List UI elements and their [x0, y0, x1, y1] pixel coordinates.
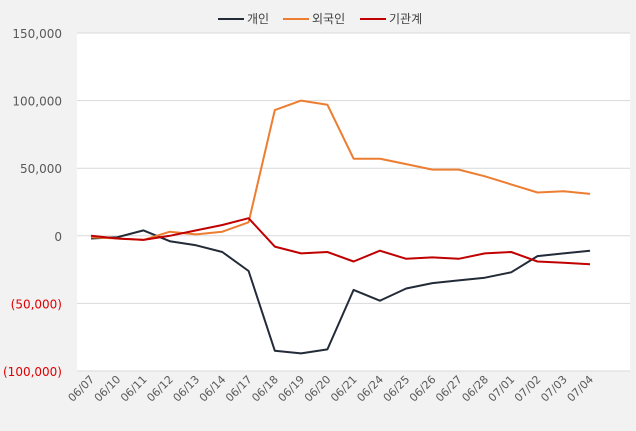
- legend: 개인 외국인 기관계: [218, 12, 422, 26]
- y-tick-label: 50,000: [20, 162, 62, 176]
- x-tick-label: 06/26: [407, 373, 439, 405]
- x-tick-label: 06/13: [171, 373, 203, 405]
- x-tick-label: 06/14: [197, 373, 229, 405]
- x-tick-label: 06/07: [66, 373, 98, 405]
- x-tick-label: 06/19: [276, 373, 308, 405]
- x-axis: 06/0706/1006/1106/1206/1306/1406/1706/18…: [66, 373, 597, 405]
- y-tick-label: (50,000): [11, 297, 62, 311]
- plot-area: [77, 33, 630, 371]
- series-line-1: [90, 99, 591, 241]
- series-line-0: [90, 229, 591, 355]
- x-tick-label: 07/02: [512, 373, 544, 405]
- x-tick-label: 06/21: [328, 373, 360, 405]
- x-tick-label: 07/04: [565, 373, 597, 405]
- y-tick-label: 100,000: [12, 95, 62, 109]
- y-tick-label: (100,000): [3, 365, 62, 379]
- legend-label: 개인: [247, 12, 269, 26]
- x-tick-label: 06/24: [354, 373, 386, 405]
- x-tick-label: 06/27: [433, 373, 465, 405]
- x-tick-label: 06/10: [92, 373, 124, 405]
- legend-label: 기관계: [389, 12, 422, 26]
- y-tick-label: 150,000: [12, 27, 62, 41]
- x-tick-label: 06/11: [118, 373, 150, 405]
- x-tick-label: 07/03: [538, 373, 570, 405]
- y-tick-label: 0: [54, 230, 62, 244]
- legend-label: 외국인: [312, 12, 345, 26]
- x-tick-label: 06/20: [302, 373, 334, 405]
- x-tick-label: 06/17: [223, 373, 255, 405]
- x-tick-label: 07/01: [486, 373, 518, 405]
- x-tick-label: 06/28: [459, 373, 491, 405]
- x-tick-label: 06/18: [249, 373, 281, 405]
- x-tick-label: 06/12: [144, 373, 176, 405]
- x-tick-label: 06/25: [381, 373, 413, 405]
- series-lines: [90, 99, 591, 355]
- y-axis: 150,000 100,000 50,000 0 (50,000) (100,000): [3, 27, 62, 379]
- series-line-2: [90, 217, 591, 266]
